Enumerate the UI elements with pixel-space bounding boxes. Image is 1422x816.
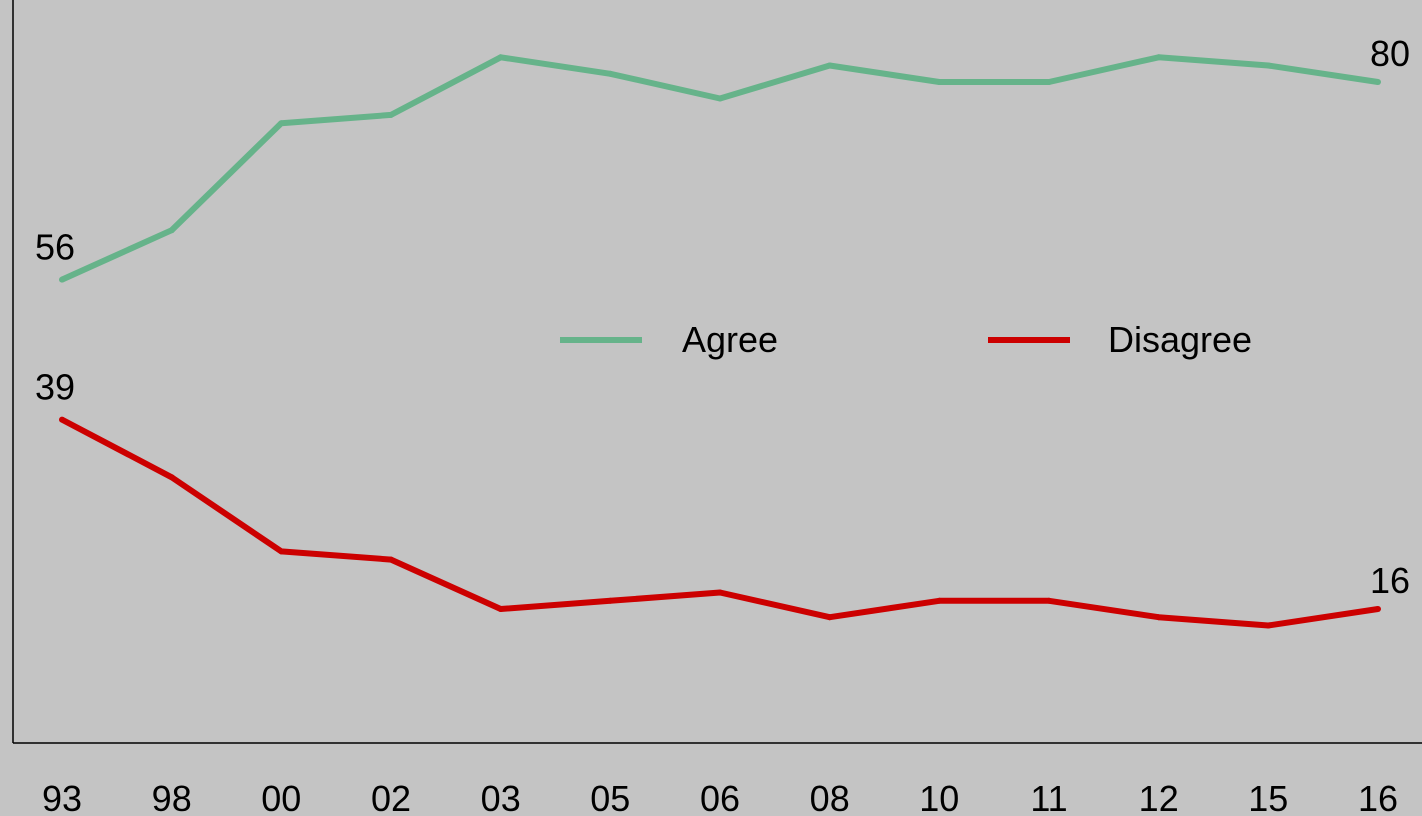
x-tick-label: 98: [152, 778, 192, 816]
data-label-agree-start: 56: [35, 227, 75, 268]
data-point-agree: [1375, 79, 1381, 85]
data-point-agree: [936, 79, 943, 85]
data-point-disagree: [717, 589, 723, 596]
series-layer: [59, 54, 1381, 629]
data-point-disagree: [1265, 622, 1272, 629]
data-point-agree: [1265, 62, 1272, 69]
x-tick-label: 93: [42, 778, 82, 816]
data-point-disagree: [1046, 597, 1052, 604]
legend-label-agree: Agree: [682, 319, 778, 360]
x-tick-label: 08: [810, 778, 850, 816]
x-tick-labels: 93 98 00 02 03 05 06 08 10 11 12 15 16: [42, 778, 1398, 816]
legend-label-disagree: Disagree: [1108, 319, 1252, 360]
x-tick-label: 02: [371, 778, 411, 816]
data-point-disagree: [168, 474, 175, 481]
data-point-agree: [1155, 54, 1162, 61]
data-point-agree: [168, 227, 175, 234]
data-point-disagree: [1375, 606, 1381, 612]
legend: Agree Disagree: [560, 319, 1252, 360]
x-tick-label: 03: [481, 778, 521, 816]
data-point-agree: [717, 95, 723, 102]
x-tick-label: 12: [1139, 778, 1179, 816]
x-tick-label: 05: [590, 778, 630, 816]
data-point-agree: [826, 62, 833, 69]
data-point-disagree: [607, 597, 614, 604]
data-point-agree: [59, 276, 65, 283]
data-point-agree: [388, 111, 394, 118]
data-point-agree: [1046, 79, 1052, 85]
data-point-disagree: [59, 416, 65, 423]
data-labels-layer: 56 80 39 16: [35, 33, 1410, 601]
x-tick-label: 16: [1358, 778, 1398, 816]
data-point-disagree: [936, 597, 943, 604]
data-point-agree: [278, 120, 285, 127]
x-tick-label: 06: [700, 778, 740, 816]
data-point-disagree: [826, 614, 833, 621]
x-tick-label: 00: [261, 778, 301, 816]
data-point-agree: [607, 70, 614, 77]
data-point-disagree: [278, 548, 285, 555]
x-tick-label: 15: [1248, 778, 1288, 816]
data-label-disagree-start: 39: [35, 367, 75, 408]
x-tick-label: 11: [1030, 778, 1067, 816]
x-tick-label: 10: [919, 778, 959, 816]
data-label-disagree-end: 16: [1370, 560, 1410, 601]
data-point-agree: [497, 54, 504, 61]
data-label-agree-end: 80: [1370, 33, 1410, 74]
data-point-disagree: [497, 606, 504, 612]
data-point-disagree: [1155, 614, 1162, 621]
data-point-disagree: [388, 556, 394, 563]
